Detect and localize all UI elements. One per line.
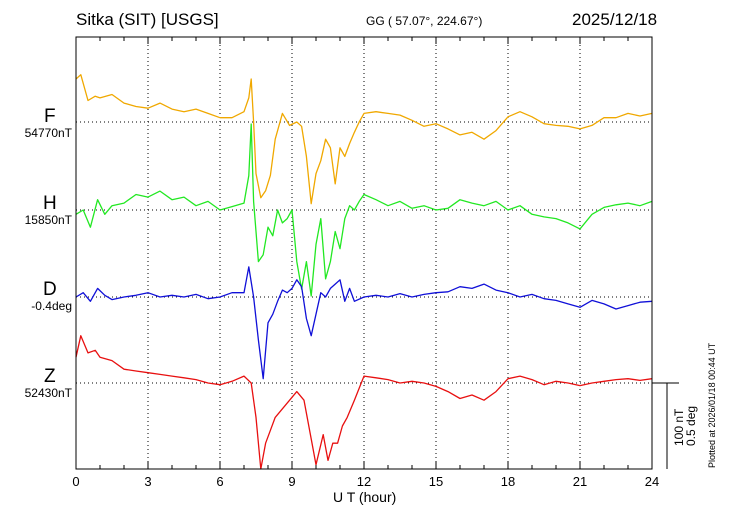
scale-bar-label-deg: 0.5 deg	[684, 405, 698, 446]
x-tick-label: 9	[288, 474, 296, 489]
station-coordinates: GG ( 57.07°, 224.67°)	[366, 14, 483, 28]
series-line-f	[75, 74, 653, 205]
component-baseline-d: -0.4deg	[31, 299, 72, 313]
series-line-d	[75, 266, 653, 380]
x-axis-label: U T (hour)	[333, 489, 397, 505]
component-letter-z: Z	[44, 366, 56, 387]
x-tick-label: 15	[428, 474, 444, 489]
scale-bar	[652, 382, 679, 469]
series-group	[75, 74, 653, 470]
component-letter-h: H	[43, 193, 57, 214]
component-baseline-f: 54770nT	[24, 126, 72, 140]
x-tick-label: 12	[356, 474, 372, 489]
plotted-timestamp: Plotted at 2026/01/18 00:44 UT	[707, 342, 717, 468]
component-baseline-h: 15850nT	[24, 213, 72, 227]
x-tick-label: 3	[144, 474, 152, 489]
x-tick-label: 0	[72, 474, 80, 489]
series-line-h	[75, 123, 653, 297]
component-baseline-z: 52430nT	[24, 386, 72, 400]
component-letter-f: F	[44, 106, 56, 127]
station-title: Sitka (SIT) [USGS]	[76, 10, 219, 29]
x-tick-label: 21	[572, 474, 588, 489]
x-tick-marks	[75, 37, 653, 469]
x-tick-label: 24	[644, 474, 660, 489]
series-line-z	[75, 335, 653, 470]
component-letter-d: D	[43, 279, 57, 300]
x-tick-label: 18	[500, 474, 516, 489]
x-tick-label: 6	[216, 474, 224, 489]
grid-lines	[76, 37, 652, 469]
chart-date: 2025/12/18	[572, 10, 658, 29]
